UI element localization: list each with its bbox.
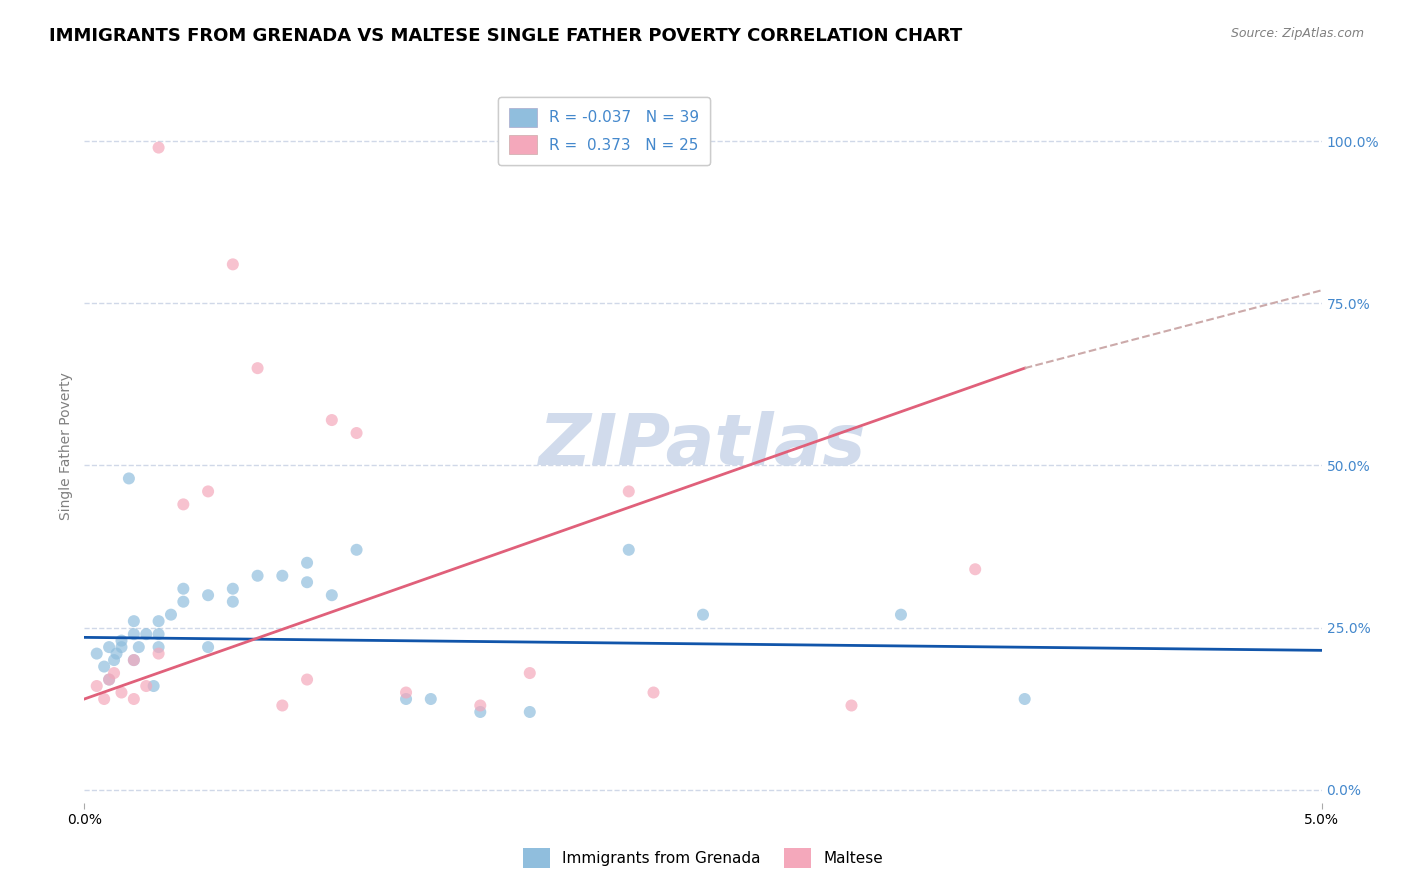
Point (135, 679, 157, 693)
Point (965, 562, 987, 576)
Point (419, 692, 441, 706)
Point (135, 627, 157, 641)
Point (617, 484, 640, 499)
Point (321, 588, 343, 602)
Point (122, 614, 145, 628)
Point (93, 692, 115, 706)
Point (841, 698, 863, 713)
Point (395, 685, 418, 699)
Point (122, 653, 145, 667)
Point (86, 647, 108, 661)
Point (643, 685, 665, 699)
Point (890, 607, 912, 622)
Point (122, 692, 145, 706)
Point (470, 705, 492, 719)
Point (197, 484, 219, 499)
Point (470, 698, 492, 713)
Point (519, 666, 541, 681)
Point (222, 257, 245, 271)
Point (148, 640, 170, 654)
Point (271, 568, 294, 582)
Point (122, 627, 145, 641)
Point (346, 425, 368, 440)
Point (295, 556, 318, 570)
Point (222, 595, 245, 609)
Point (172, 582, 194, 596)
Point (246, 568, 269, 582)
Point (395, 692, 418, 706)
Point (148, 627, 170, 641)
Point (172, 497, 194, 511)
Point (246, 361, 269, 376)
Point (197, 588, 219, 602)
Point (148, 140, 170, 154)
Legend: Immigrants from Grenada, Maltese: Immigrants from Grenada, Maltese (515, 840, 891, 875)
Point (110, 640, 132, 654)
Point (128, 640, 150, 654)
Point (122, 653, 145, 667)
Point (295, 575, 318, 590)
Point (617, 542, 640, 557)
Point (103, 666, 125, 681)
Point (222, 582, 245, 596)
Point (519, 705, 541, 719)
Text: IMMIGRANTS FROM GRENADA VS MALTESE SINGLE FATHER POVERTY CORRELATION CHART: IMMIGRANTS FROM GRENADA VS MALTESE SINGL… (49, 27, 963, 45)
Point (321, 413, 343, 427)
Text: ZIPatlas: ZIPatlas (540, 411, 866, 481)
Point (98, 640, 121, 654)
Point (172, 595, 194, 609)
Point (148, 614, 170, 628)
Point (148, 647, 170, 661)
Point (346, 542, 368, 557)
Text: Source: ZipAtlas.com: Source: ZipAtlas.com (1230, 27, 1364, 40)
Point (1014, 692, 1036, 706)
Point (142, 679, 165, 693)
Point (197, 640, 219, 654)
Point (692, 607, 714, 622)
Point (110, 685, 132, 699)
Point (93, 659, 115, 673)
Point (98, 673, 121, 687)
Point (98, 673, 121, 687)
Point (103, 653, 125, 667)
Point (271, 698, 294, 713)
Y-axis label: Single Father Poverty: Single Father Poverty (59, 372, 73, 520)
Point (86, 679, 108, 693)
Point (105, 647, 128, 661)
Point (295, 673, 318, 687)
Point (118, 471, 141, 485)
Point (110, 633, 132, 648)
Legend: R = -0.037   N = 39, R =  0.373   N = 25: R = -0.037 N = 39, R = 0.373 N = 25 (498, 97, 710, 165)
Point (160, 607, 183, 622)
